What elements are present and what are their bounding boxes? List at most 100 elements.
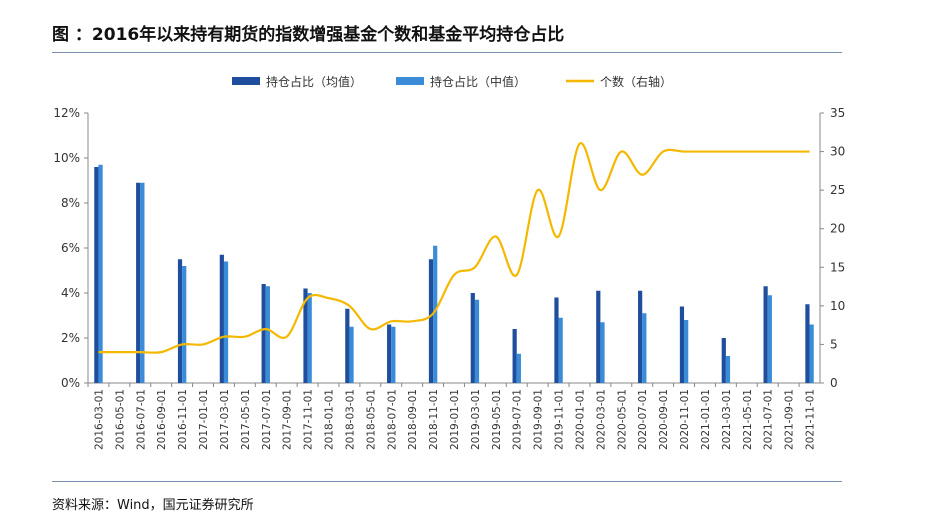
bar-mean — [94, 167, 99, 383]
x-tick-label: 2019-05-01 — [491, 389, 503, 450]
y-left-tick-label: 8% — [61, 196, 80, 210]
x-tick-label: 2017-09-01 — [282, 389, 294, 450]
x-tick-label: 2020-05-01 — [616, 389, 628, 450]
bar-median — [140, 182, 145, 383]
legend: 持仓占比（均值） 持仓占比（中值） 个数（右轴） — [232, 74, 672, 89]
y-right-tick-label: 35 — [830, 106, 845, 120]
x-tick-label: 2016-07-01 — [135, 389, 147, 450]
x-tick-label: 2018-03-01 — [344, 389, 356, 450]
y-left-tick-label: 2% — [61, 331, 80, 345]
bar-median — [307, 293, 312, 383]
y-right-tick-label: 5 — [830, 337, 838, 351]
bar-mean — [554, 297, 559, 383]
bar-median — [391, 326, 396, 383]
bar-median — [474, 299, 480, 383]
line-series — [98, 142, 810, 354]
bar-median — [182, 266, 187, 383]
x-tick-label: 2018-05-01 — [365, 389, 377, 450]
x-tick-label: 2021-11-01 — [805, 389, 817, 450]
legend-label: 持仓占比（中值） — [430, 74, 526, 89]
bar-median — [600, 322, 605, 383]
bar-median — [684, 320, 689, 383]
x-tick-label: 2017-01-01 — [198, 389, 210, 450]
bar-median — [642, 313, 647, 383]
x-tick-label: 2017-03-01 — [219, 389, 231, 450]
chart-canvas: 持仓占比（均值） 持仓占比（中值） 个数（右轴） 0%2%4%6%8%10%12%0… — [53, 74, 845, 450]
x-tick-label: 2018-11-01 — [428, 389, 440, 450]
x-tick-label: 2021-05-01 — [742, 389, 754, 450]
bar-mean — [638, 290, 643, 383]
chart-title: 图 ：2016年以来持有期货的指数增强基金个数和基金平均持仓占比 — [52, 25, 565, 45]
bar-median — [349, 326, 354, 383]
y-right-tick-label: 30 — [830, 145, 845, 159]
bar-mean — [387, 324, 392, 383]
x-tick-label: 2016-09-01 — [156, 389, 168, 450]
bar-mean — [763, 286, 768, 383]
legend-swatch — [396, 77, 424, 85]
x-tick-label: 2016-03-01 — [93, 389, 105, 450]
bar-mean — [679, 306, 685, 383]
bar-mean — [805, 304, 810, 383]
x-tick-label: 2020-01-01 — [574, 389, 586, 450]
x-tick-labels: 2016-03-01 2016-05-01 2016-07-01 2016-09-01… — [87, 383, 817, 450]
y-right-tick-label: 10 — [830, 299, 845, 313]
bar-mean — [721, 338, 726, 383]
bar-mean — [345, 308, 350, 383]
x-tick-label: 2020-11-01 — [679, 389, 691, 450]
y-left-tick-label: 6% — [61, 241, 80, 255]
bar-median — [516, 353, 521, 383]
y-right-tick-label: 25 — [830, 183, 845, 197]
legend-label: 持仓占比（均值） — [266, 74, 362, 89]
x-tick-label: 2019-07-01 — [512, 389, 524, 450]
y-left-tick-label: 10% — [53, 151, 80, 165]
bar-median — [725, 356, 731, 383]
x-tick-label: 2016-11-01 — [177, 389, 189, 450]
title-divider — [52, 52, 842, 53]
x-tick-label: 2020-07-01 — [637, 389, 649, 450]
y-right-tick-label: 20 — [830, 222, 845, 236]
source-note: 资料来源：Wind，国元证券研究所 — [52, 498, 254, 513]
bar-mean — [136, 182, 141, 383]
x-tick-label: 2018-07-01 — [386, 389, 398, 450]
bar-median — [558, 317, 563, 383]
y-left-tick-label: 0% — [61, 376, 80, 390]
y-right-tick-label: 0 — [830, 376, 838, 390]
x-tick-label: 2021-09-01 — [784, 389, 796, 450]
bar-median — [265, 286, 270, 383]
bar-median — [767, 295, 772, 383]
axes: 0% 2% 4% 6% 8% 10% 12% 0 5 10 15 20 25 30 35 — [53, 106, 845, 390]
bar-mean — [470, 293, 475, 383]
x-tick-label: 2020-03-01 — [595, 389, 607, 450]
y-left-tick-label: 12% — [53, 106, 80, 120]
legend-swatch — [232, 77, 260, 85]
bar-mean — [177, 259, 183, 383]
bar-mean — [303, 288, 308, 383]
x-tick-label: 2017-05-01 — [240, 389, 252, 450]
x-tick-label: 2019-03-01 — [470, 389, 482, 450]
x-tick-label: 2018-01-01 — [324, 389, 336, 450]
bar-mean — [428, 259, 434, 383]
x-tick-label: 2021-03-01 — [721, 389, 733, 450]
x-tick-label: 2018-09-01 — [407, 389, 419, 450]
bar-median — [433, 245, 438, 383]
x-tick-label: 2017-11-01 — [303, 389, 315, 450]
y-left-tick-label: 4% — [61, 286, 80, 300]
bar-median — [98, 164, 103, 383]
bar-mean — [512, 329, 517, 383]
x-tick-label: 2017-07-01 — [261, 389, 273, 450]
x-tick-label: 2020-09-01 — [658, 389, 670, 450]
bar-mean — [219, 254, 224, 383]
footer-divider — [52, 481, 842, 482]
x-tick-label: 2021-01-01 — [700, 389, 712, 450]
bar-median — [809, 324, 814, 383]
x-tick-label: 2016-05-01 — [114, 389, 126, 450]
count-line — [98, 142, 810, 354]
y-right-tick-label: 15 — [830, 260, 845, 274]
x-tick-label: 2019-01-01 — [449, 389, 461, 450]
bar-series — [94, 164, 814, 383]
bar-mean — [261, 284, 266, 383]
x-tick-label: 2021-07-01 — [763, 389, 775, 450]
x-tick-label: 2019-09-01 — [533, 389, 545, 450]
bar-median — [223, 261, 229, 383]
x-tick-label: 2019-11-01 — [554, 389, 566, 450]
